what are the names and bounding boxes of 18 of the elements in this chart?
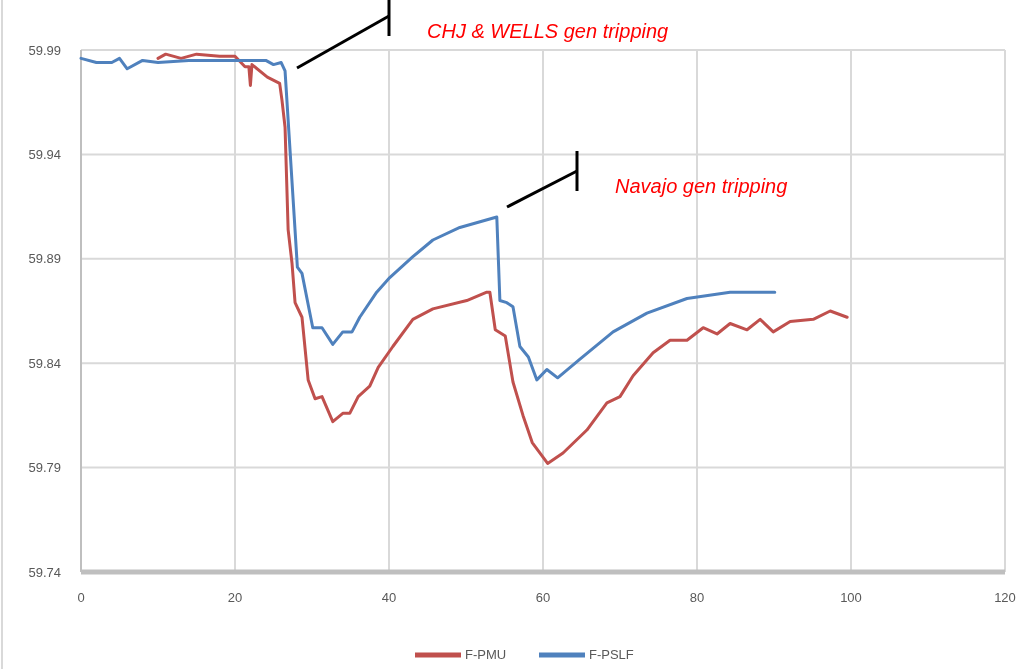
y-tick-label: 59.79: [28, 460, 61, 476]
text: CHJ & WELLS gen tripping: [427, 20, 669, 42]
annotation: Navajo gen tripping: [615, 175, 788, 197]
legend-label: F-PMU: [465, 647, 507, 662]
x-tick-label: 0: [77, 590, 85, 605]
y-tick-label: 59.84: [28, 355, 61, 371]
x-tick-label: 120: [994, 590, 1016, 605]
x-tick-label: 80: [689, 590, 705, 605]
x-tick-label: 100: [840, 590, 862, 605]
legend-label: F-PSLF: [589, 647, 634, 662]
y-tick-label: 59.89: [28, 251, 61, 267]
x-tick-label: 60: [535, 590, 551, 605]
line-series: [156, 52, 849, 465]
x-tick-label: 20: [227, 590, 243, 605]
y-tick-label: 59.74: [28, 564, 61, 580]
x-tick-label: 40: [381, 590, 397, 605]
y-tick-label: 59.94: [28, 146, 61, 162]
y-tick-label: 59.99: [28, 42, 61, 58]
